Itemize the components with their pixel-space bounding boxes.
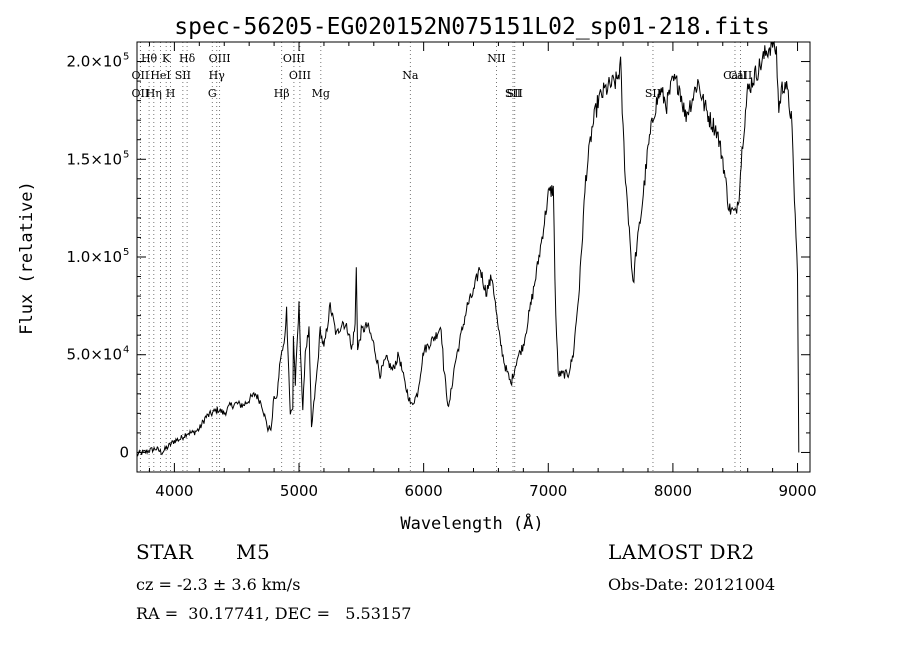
line-label-6: OII xyxy=(132,69,150,82)
y-tick-exponent-4: 5 xyxy=(123,52,129,63)
line-label-18: SII xyxy=(505,87,521,100)
spectrum-series-line xyxy=(136,40,800,457)
y-tick-label-4: 2.0×10 xyxy=(66,53,122,71)
line-label-11: Na xyxy=(402,69,419,82)
spectrum-plot-area xyxy=(136,41,811,473)
survey-name: LAMOST DR2 xyxy=(608,540,755,564)
y-tick-label-0: 0 xyxy=(119,443,129,461)
x-tick-label-0: 4000 xyxy=(155,482,193,500)
y-tick-exponent-3: 5 xyxy=(123,149,129,160)
x-tick-label-1: 5000 xyxy=(280,482,318,500)
line-label-22: SII xyxy=(645,87,661,100)
line-label-16: Hβ xyxy=(274,87,290,100)
y-axis-label: Flux (relative) xyxy=(17,181,37,335)
object-subclass: M5 xyxy=(236,540,271,564)
y-tick-label-2: 1.0×10 xyxy=(66,248,122,266)
line-label-17: Mg xyxy=(312,87,330,100)
coordinates: RA = 30.17741, DEC = 5.53157 xyxy=(136,604,412,623)
line-label-0: Hθ xyxy=(141,52,158,65)
line-label-14: H xyxy=(166,87,176,100)
plot-frame xyxy=(136,41,811,473)
object-class: STAR xyxy=(136,540,194,564)
y-tick-label-1: 5.0×10 xyxy=(66,346,122,364)
y-tick-label-3: 1.5×10 xyxy=(66,150,122,168)
line-label-19: SII xyxy=(507,87,523,100)
redshift-cz: cz = -2.3 ± 3.6 km/s xyxy=(136,575,301,594)
y-tick-exponent-1: 4 xyxy=(123,345,129,356)
line-label-21: CaII xyxy=(723,69,747,82)
line-label-3: OIII xyxy=(209,52,231,65)
line-label-8: SII xyxy=(175,69,191,82)
x-tick-label-3: 7000 xyxy=(529,482,567,500)
line-label-10: OIII xyxy=(289,69,311,82)
x-tick-label-4: 8000 xyxy=(654,482,692,500)
line-label-7: HeI xyxy=(150,69,170,82)
line-label-4: OIII xyxy=(283,52,305,65)
y-tick-exponent-2: 5 xyxy=(123,247,129,258)
x-axis-label: Wavelength (Å) xyxy=(400,512,543,534)
line-label-13: Hη xyxy=(146,87,162,100)
line-label-5: NII xyxy=(487,52,505,65)
line-label-9: Hγ xyxy=(209,69,226,82)
line-label-1: K xyxy=(162,52,171,65)
line-label-15: G xyxy=(208,87,217,100)
chart-title: spec-56205-EG020152N075151L02_sp01-218.f… xyxy=(174,14,769,40)
x-tick-label-2: 6000 xyxy=(405,482,443,500)
obs-date: Obs-Date: 20121004 xyxy=(608,575,776,594)
line-label-12: OII xyxy=(132,87,150,100)
line-label-2: Hδ xyxy=(179,52,196,65)
x-tick-label-5: 9000 xyxy=(778,482,816,500)
line-label-20: CaII xyxy=(729,69,753,82)
